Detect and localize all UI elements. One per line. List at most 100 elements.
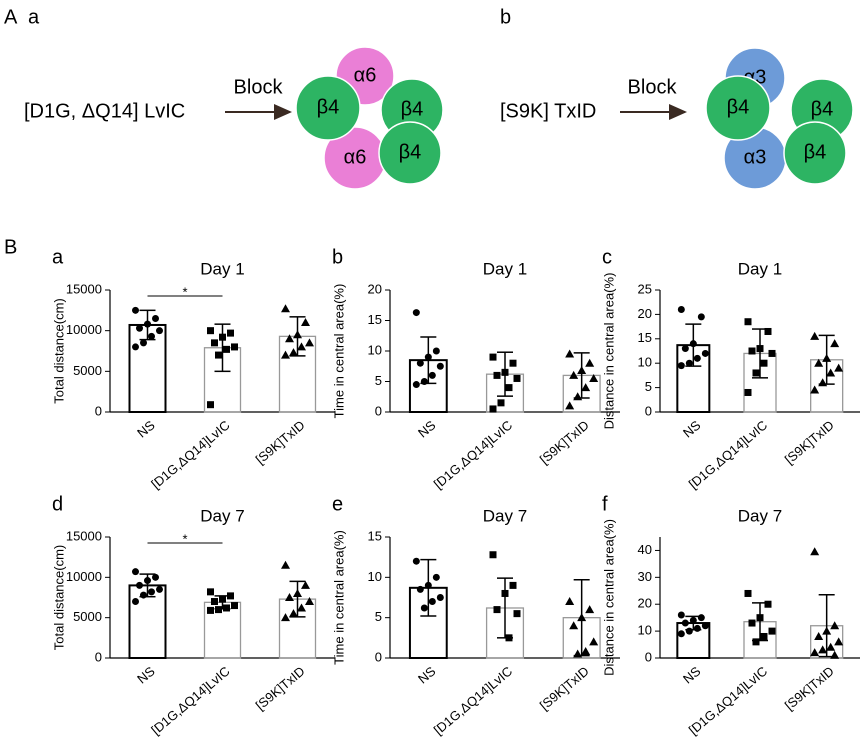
data-point (565, 349, 575, 358)
data-point (293, 588, 302, 597)
data-point (489, 353, 497, 361)
subunit-label: β4 (399, 141, 422, 163)
ligand-label: [S9K] TxID (500, 100, 596, 122)
data-point (830, 650, 840, 659)
y-tick-label: 10 (368, 569, 382, 584)
data-point (420, 378, 428, 385)
panel-label: B (4, 236, 17, 258)
data-point (760, 632, 768, 640)
y-tick-label: 10000 (66, 322, 102, 337)
data-point (207, 588, 214, 596)
data-point (681, 345, 689, 353)
data-point (501, 368, 509, 376)
data-point (156, 585, 163, 593)
data-point (132, 343, 139, 351)
data-point (412, 381, 420, 389)
data-point (207, 606, 214, 614)
data-point (132, 306, 139, 314)
y-tick-label: 30 (638, 569, 652, 584)
data-point (752, 369, 760, 377)
y-tick-label: 5000 (73, 609, 102, 624)
data-point (681, 619, 689, 627)
data-point (768, 627, 776, 635)
data-point (207, 327, 214, 335)
data-point (693, 624, 701, 632)
y-tick-label: 10000 (66, 569, 102, 584)
y-axis-label: Distance in central area(%) (601, 519, 616, 676)
y-tick-label: 10 (368, 342, 382, 357)
data-point (432, 573, 440, 581)
data-point (489, 405, 497, 413)
data-point (677, 630, 685, 638)
data-point (818, 378, 828, 387)
data-point (215, 351, 222, 359)
data-point (281, 560, 290, 569)
chart-title: Day 7 (200, 506, 244, 525)
data-point (493, 606, 501, 614)
y-tick-label: 5000 (73, 363, 102, 378)
sub-panel-label: b (500, 6, 511, 28)
data-point (826, 642, 836, 651)
data-point (297, 342, 306, 351)
chart-title: Day 1 (483, 259, 527, 278)
data-point (756, 345, 764, 353)
data-point (573, 649, 583, 658)
subunit (295, 75, 361, 141)
data-point (810, 648, 820, 657)
data-point (756, 614, 764, 622)
data-point (285, 334, 294, 343)
data-point (585, 605, 595, 614)
subunit-label: β4 (401, 98, 424, 120)
data-point (744, 589, 752, 597)
data-point (760, 359, 768, 367)
data-point (301, 580, 310, 589)
y-tick-label: 15 (368, 528, 382, 543)
y-axis-label: Total distance(cm) (51, 298, 66, 403)
y-tick-label: 5 (645, 379, 652, 394)
data-point (509, 581, 517, 589)
data-point (132, 598, 139, 606)
data-point (412, 309, 420, 317)
data-point (211, 339, 218, 347)
data-point (505, 384, 513, 392)
subunit (783, 121, 847, 185)
data-point (581, 647, 591, 656)
data-point (436, 362, 444, 370)
data-point (136, 581, 143, 589)
data-point (219, 595, 226, 603)
y-tick-label: 20 (368, 281, 382, 296)
data-point (685, 359, 693, 367)
y-tick-label: 15 (638, 330, 652, 345)
y-axis-label: Time in central area(%) (331, 284, 346, 419)
data-point (416, 359, 424, 367)
data-point (701, 622, 709, 630)
data-point (701, 349, 709, 357)
panel-letter: b (332, 246, 343, 268)
data-point (589, 373, 599, 382)
data-point (156, 327, 163, 335)
data-point (697, 614, 705, 622)
data-point (497, 399, 505, 407)
data-point (748, 347, 756, 355)
data-point (744, 318, 752, 326)
data-point (577, 613, 587, 622)
chart-title: Day 7 (483, 506, 527, 525)
data-point (289, 348, 298, 357)
data-point (764, 327, 772, 335)
data-point (826, 368, 836, 377)
data-point (231, 602, 238, 610)
data-point (136, 324, 143, 332)
x-tick-label: NS (134, 663, 158, 686)
y-tick-label: 5 (375, 609, 382, 624)
data-point (585, 358, 595, 367)
data-point (748, 619, 756, 627)
panel-letter: f (602, 493, 608, 515)
data-point (834, 363, 844, 372)
data-point (148, 332, 155, 340)
data-point (281, 613, 290, 622)
data-point (677, 306, 685, 314)
data-point (223, 345, 230, 353)
data-point (577, 366, 587, 375)
data-point (152, 314, 159, 322)
